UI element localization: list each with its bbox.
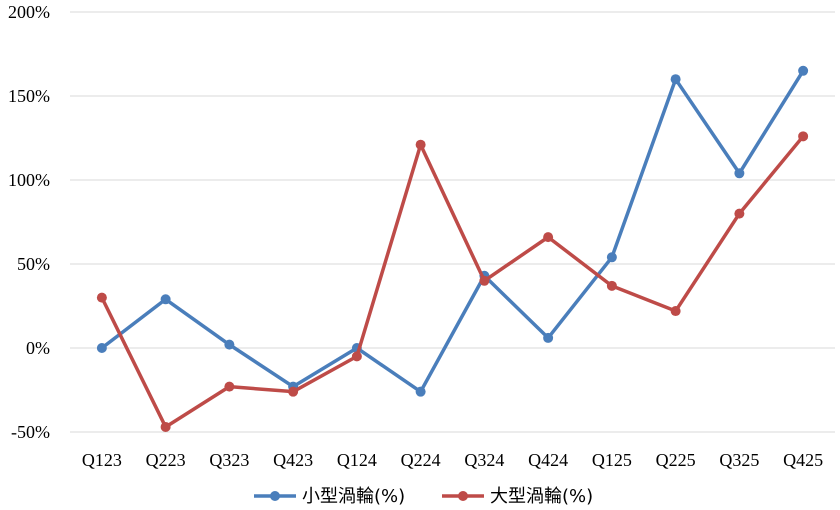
data-point [543, 232, 554, 243]
y-tick-label: 50% [17, 254, 50, 274]
x-tick-label: Q224 [401, 450, 441, 470]
legend-marker [458, 491, 468, 501]
legend-label: 小型渦輪(%) [302, 486, 405, 507]
y-tick-label: -50% [11, 422, 50, 442]
y-tick-label: 200% [8, 2, 50, 22]
x-tick-label: Q423 [273, 450, 313, 470]
data-point [96, 343, 107, 353]
data-point [543, 332, 554, 343]
data-point [415, 139, 426, 150]
data-point [96, 292, 107, 303]
y-tick-label: 100% [8, 170, 50, 190]
gridlines [70, 11, 835, 433]
data-point [160, 294, 171, 305]
y-tick-label: 0% [26, 338, 50, 358]
legend: 小型渦輪(%) 大型渦輪(%) [254, 486, 593, 507]
y-tick-label: 150% [8, 86, 50, 106]
x-tick-label: Q424 [528, 450, 568, 470]
x-tick-label: Q323 [209, 450, 249, 470]
series-line [100, 69, 805, 394]
data-point [670, 74, 681, 85]
legend-label: 大型渦輪(%) [490, 486, 593, 507]
data-point [734, 208, 745, 219]
data-point [734, 168, 745, 179]
x-tick-label: Q123 [82, 450, 122, 470]
data-point [288, 386, 299, 397]
x-tick-label: Q225 [656, 450, 696, 470]
legend-item: 小型渦輪(%) [254, 486, 405, 507]
data-point [798, 131, 809, 142]
x-tick-label: Q125 [592, 450, 632, 470]
x-tick-label: Q124 [337, 450, 377, 470]
data-point [479, 275, 490, 286]
series-line [100, 135, 805, 429]
y-axis-tick-labels: -50% 0% 50% 100% 150% 200% [8, 2, 50, 442]
data-point [670, 306, 681, 317]
data-point [798, 65, 809, 76]
legend-marker [270, 491, 280, 501]
series-1 [96, 65, 809, 397]
x-tick-label: Q325 [719, 450, 759, 470]
x-axis-tick-labels: Q123 Q223 Q323 Q423 Q124 Q224 Q324 Q424 Q125 Q225… [82, 450, 823, 470]
data-point [606, 252, 617, 263]
data-point [224, 339, 235, 350]
legend-item: 大型渦輪(%) [442, 486, 593, 507]
x-tick-label: Q324 [464, 450, 504, 470]
data-point [415, 386, 426, 397]
data-point [606, 280, 617, 291]
data-point [224, 381, 235, 392]
x-tick-label: Q425 [783, 450, 823, 470]
series-lines [96, 65, 809, 432]
series-2 [96, 131, 809, 432]
data-point [351, 351, 362, 362]
data-point [160, 421, 171, 432]
x-tick-label: Q223 [146, 450, 186, 470]
